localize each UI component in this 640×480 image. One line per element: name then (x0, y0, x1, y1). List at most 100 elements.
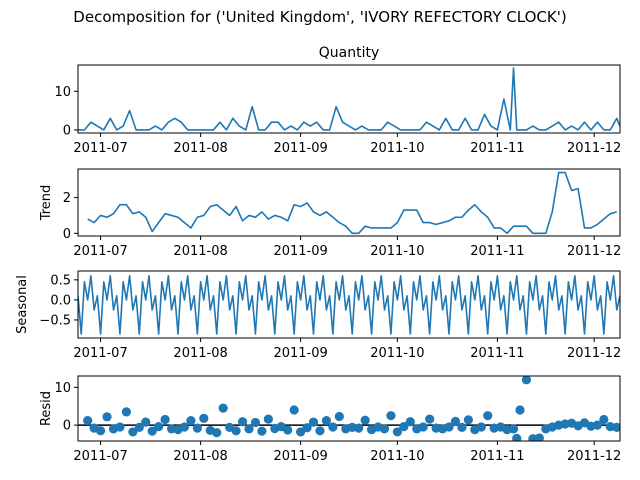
resid-point (218, 403, 228, 413)
resid-xtick-label: 2011-12 (567, 449, 621, 464)
resid-point (154, 422, 164, 432)
seasonal-plot-area (78, 275, 620, 335)
figure-title: Decomposition for ('United Kingdom', 'IV… (73, 8, 566, 26)
quantity-ytick-label: 0 (63, 123, 71, 138)
resid-point (354, 423, 364, 433)
resid-point (534, 433, 544, 441)
resid-point (418, 422, 428, 432)
quantity-xtick-label: 2011-09 (273, 141, 327, 156)
resid-point (147, 426, 157, 436)
resid-point (212, 428, 222, 438)
resid-point (425, 414, 435, 424)
resid-point (592, 420, 603, 430)
resid-point (360, 415, 370, 425)
resid-point (328, 422, 338, 432)
resid-point (450, 416, 461, 426)
resid-point (179, 422, 190, 432)
resid-ytick-label: 0 (63, 419, 71, 434)
resid-xtick-label: 2011-10 (370, 449, 424, 464)
quantity-panel: 0 10 2011-07 2011-08 2011-09 2011-10 2011-11 20… (54, 45, 621, 156)
resid-point (515, 405, 525, 415)
resid-point (250, 417, 261, 428)
resid-axes-frame (77, 375, 621, 442)
seasonal-series-line (78, 275, 620, 335)
resid-point (512, 433, 522, 441)
resid-point (141, 417, 151, 427)
quantity-xtick-label: 2011-11 (470, 141, 524, 156)
quantity-axes-frame (77, 64, 621, 134)
trend-xtick-label: 2011-11 (470, 244, 524, 259)
resid-xtick-label: 2011-07 (73, 449, 127, 464)
seasonal-ytick-label: 0.5 (50, 273, 71, 288)
resid-point (257, 426, 267, 436)
resid-xtick-label: 2011-09 (273, 449, 327, 464)
seasonal-ytick-label: 0.0 (50, 293, 71, 308)
quantity-panel-title: Quantity (319, 45, 380, 61)
resid-point (102, 412, 112, 422)
resid-point (612, 422, 620, 432)
resid-point (289, 405, 299, 415)
resid-ylabel: Resid (39, 391, 54, 426)
seasonal-ytick-label: −0.5 (39, 313, 71, 328)
quantity-xtick-label: 2011-12 (567, 141, 621, 156)
seasonal-xtick-label: 2011-08 (173, 346, 227, 361)
resid-point (476, 422, 486, 432)
resid-point (237, 417, 248, 427)
resid-point (128, 427, 138, 437)
trend-ytick-label: 2 (63, 191, 71, 206)
resid-point (508, 424, 519, 434)
resid-point (283, 425, 293, 435)
resid-point (399, 422, 409, 432)
resid-point (115, 422, 125, 432)
resid-point (186, 415, 196, 426)
seasonal-panel: 0.5 0.0 −0.5 2011-07 2011-08 2011-09 2011-10 20… (15, 270, 621, 361)
quantity-series-line (78, 67, 620, 131)
resid-point (121, 407, 131, 417)
resid-point (134, 422, 144, 432)
resid-panel: 0 10 2011-07 2011-08 2011-09 2011-10 2011-11 20… (39, 375, 621, 464)
resid-point (405, 417, 415, 427)
resid-point (192, 423, 202, 433)
resid-point (321, 415, 332, 426)
quantity-xtick-label: 2011-08 (173, 141, 227, 156)
seasonal-ylabel: Seasonal (15, 275, 30, 334)
resid-xtick-label: 2011-08 (173, 449, 227, 464)
resid-point (599, 414, 609, 425)
resid-point (160, 414, 170, 425)
seasonal-xtick-label: 2011-11 (470, 346, 524, 361)
seasonal-xtick-label: 2011-07 (73, 346, 127, 361)
quantity-xtick-label: 2011-07 (73, 141, 127, 156)
resid-point (315, 426, 325, 436)
resid-point (263, 414, 273, 424)
resid-point (392, 427, 402, 437)
resid-point (521, 376, 532, 385)
trend-plot-area (87, 171, 617, 235)
resid-point (83, 415, 93, 426)
resid-plot-area (78, 376, 620, 441)
resid-ytick-label: 10 (54, 381, 71, 396)
resid-point (463, 415, 473, 425)
quantity-xtick-label: 2011-10 (370, 141, 424, 156)
trend-xtick-label: 2011-07 (73, 244, 127, 259)
quantity-plot-area (78, 67, 620, 131)
resid-point (444, 422, 454, 432)
seasonal-xtick-label: 2011-12 (567, 346, 621, 361)
seasonal-xtick-label: 2011-09 (273, 346, 327, 361)
resid-point (334, 411, 344, 422)
resid-point (302, 423, 312, 433)
resid-point (231, 426, 241, 436)
resid-point (457, 422, 467, 432)
seasonal-xtick-label: 2011-10 (370, 346, 424, 361)
resid-xtick-label: 2011-11 (470, 449, 524, 464)
resid-point (308, 417, 319, 427)
trend-xtick-label: 2011-12 (567, 244, 621, 259)
trend-xtick-label: 2011-10 (370, 244, 424, 259)
trend-panel: 0 2 2011-07 2011-08 2011-09 2011-10 2011-11 201… (39, 168, 621, 259)
resid-point (244, 424, 254, 434)
resid-point (386, 411, 396, 421)
trend-series-line (87, 171, 617, 235)
resid-point (379, 424, 390, 434)
